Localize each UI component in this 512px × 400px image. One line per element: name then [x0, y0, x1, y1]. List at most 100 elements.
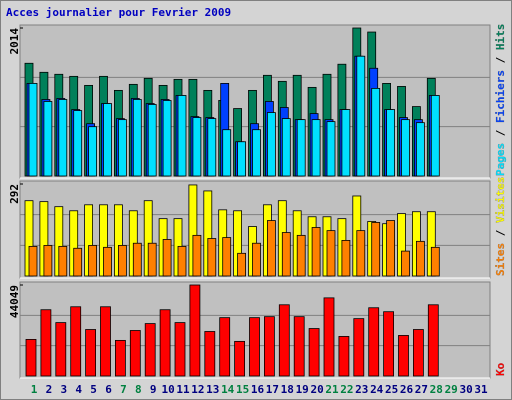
x-tick-label: 10 [161, 383, 174, 396]
bar [263, 316, 275, 377]
bar [43, 101, 53, 177]
x-tick-label: 9 [150, 383, 157, 396]
bar [115, 339, 126, 377]
x-tick-label: 25 [385, 383, 398, 396]
bar [430, 95, 440, 177]
legend-gap [494, 123, 507, 130]
bar [341, 239, 351, 277]
bar [252, 242, 261, 277]
legend-gap [494, 236, 507, 243]
bar [386, 109, 396, 177]
legend-gap [494, 50, 507, 57]
bar [25, 339, 37, 377]
bar [398, 335, 409, 377]
x-tick-label: 5 [90, 383, 97, 396]
legend-entry: Pages [494, 143, 507, 176]
bar [266, 220, 276, 277]
x-tick-label: 24 [370, 383, 384, 396]
bar [162, 239, 172, 277]
bar [70, 306, 82, 377]
bar [368, 307, 380, 377]
x-tick-label: 14 [221, 383, 235, 396]
bar [237, 141, 247, 177]
x-tick-label: 27 [415, 383, 428, 396]
bar [430, 246, 440, 277]
bar [58, 245, 68, 277]
bar [73, 247, 83, 277]
legend-entry: Hits [494, 24, 507, 51]
bar [118, 245, 127, 277]
legend: Pages / Fichiers / Hits [494, 24, 507, 176]
bar [58, 99, 68, 177]
bar [415, 122, 425, 177]
bar [85, 329, 96, 377]
bar [144, 323, 156, 377]
x-tick-label: 1 [31, 383, 38, 396]
bar [129, 330, 141, 377]
bar [234, 340, 246, 377]
legend-separator: / [494, 229, 507, 236]
legend-entry: Sites [494, 243, 507, 276]
x-tick-label: 26 [400, 383, 414, 396]
bar [278, 304, 290, 377]
bar [162, 100, 172, 177]
bar [207, 238, 217, 277]
bar [252, 129, 261, 177]
bar [222, 237, 232, 277]
bar [40, 309, 52, 377]
bar [401, 119, 410, 177]
x-tick-label: 31 [474, 383, 488, 396]
x-tick-label: 29 [445, 383, 458, 396]
legend-entry: Fichiers [494, 70, 507, 123]
bar [219, 317, 231, 377]
bar [311, 227, 321, 277]
x-tick-label: 3 [60, 383, 67, 396]
bar [412, 329, 424, 377]
x-tick-label: 12 [191, 383, 204, 396]
bar [28, 245, 38, 277]
bar [73, 110, 83, 177]
bar [427, 304, 439, 377]
bar [326, 121, 336, 177]
bar [174, 322, 186, 377]
bar [103, 246, 112, 277]
bar [103, 103, 112, 177]
x-tick-label: 16 [251, 383, 265, 396]
y-tick-label: 292 [8, 184, 21, 204]
bar [383, 311, 395, 377]
bar [177, 245, 187, 277]
bar [204, 331, 216, 377]
legend-separator: / [494, 129, 507, 136]
x-tick-label: 17 [266, 383, 279, 396]
legend: Ko [494, 362, 507, 376]
bar [88, 245, 97, 277]
bar [88, 126, 97, 177]
bar [371, 88, 381, 177]
x-tick-label: 6 [105, 383, 112, 396]
bar [147, 242, 157, 277]
bar [326, 230, 336, 277]
legend-entry: Ko [494, 362, 507, 376]
bar [415, 240, 425, 277]
bar [311, 119, 321, 177]
bar [356, 55, 366, 177]
bar [192, 117, 202, 177]
bar [43, 245, 53, 277]
legend-gap [494, 223, 507, 230]
bar [100, 306, 111, 377]
x-tick-label: 8 [135, 383, 142, 396]
bar [266, 112, 276, 177]
bar [132, 99, 142, 177]
x-tick-label: 15 [236, 383, 249, 396]
bar [118, 119, 127, 177]
x-tick-label: 18 [281, 383, 294, 396]
bar [189, 284, 201, 377]
bar [28, 83, 38, 177]
bar [281, 118, 291, 177]
bar [386, 220, 396, 277]
x-tick-label: 28 [430, 383, 443, 396]
bar [341, 109, 351, 177]
bar [222, 129, 232, 177]
